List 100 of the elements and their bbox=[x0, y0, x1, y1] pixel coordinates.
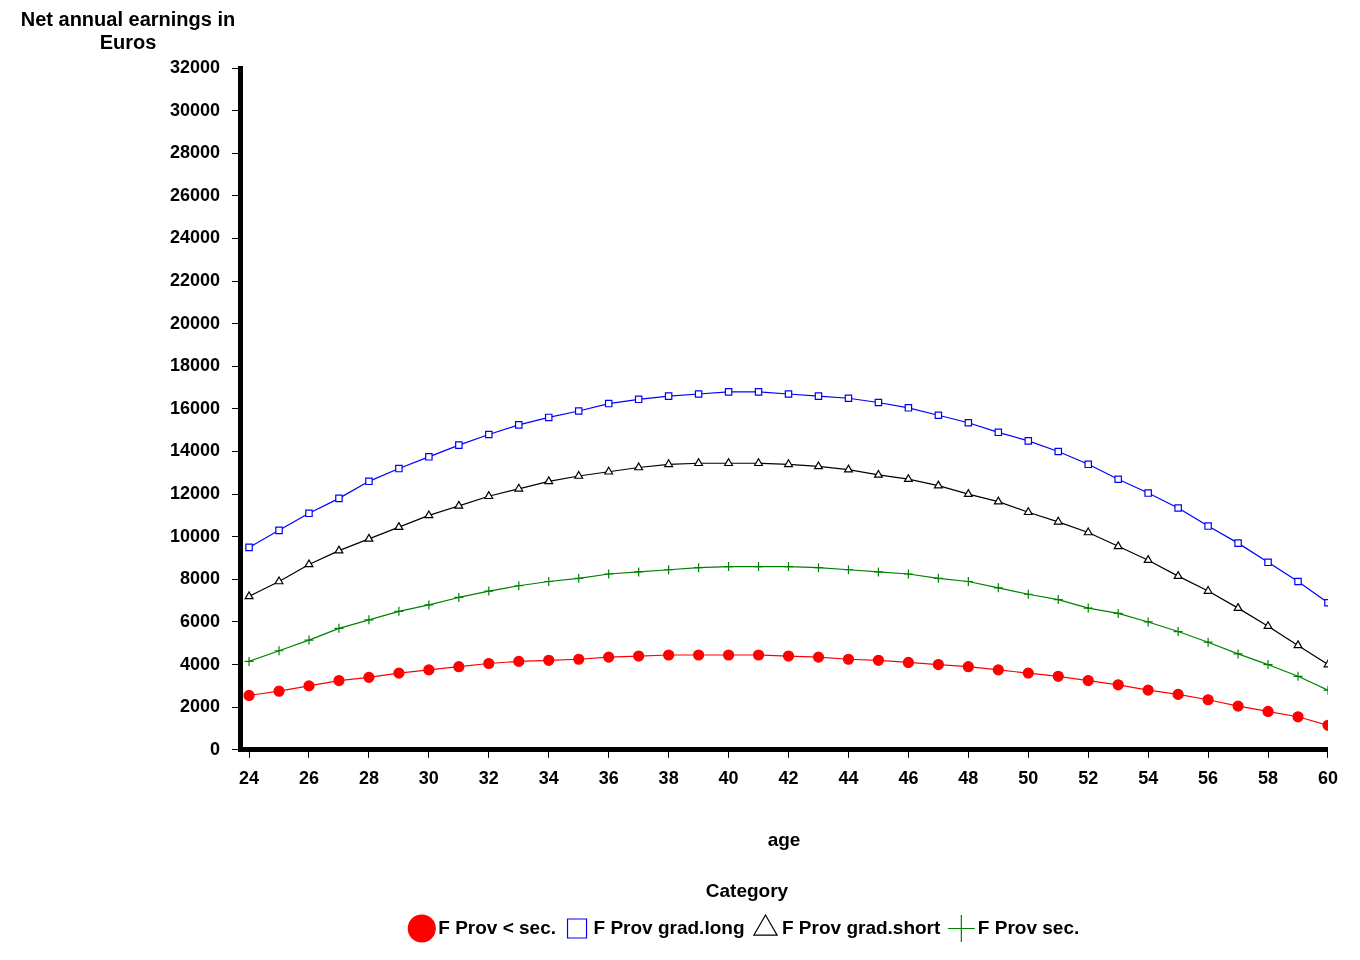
point bbox=[245, 543, 253, 552]
point bbox=[663, 649, 675, 661]
point bbox=[962, 661, 974, 673]
point bbox=[1232, 648, 1244, 660]
point bbox=[364, 533, 374, 542]
point bbox=[1293, 640, 1303, 649]
point bbox=[634, 395, 643, 404]
point bbox=[724, 458, 734, 467]
point bbox=[784, 390, 793, 398]
point bbox=[873, 566, 884, 577]
point bbox=[1114, 475, 1122, 483]
point bbox=[1144, 489, 1152, 497]
x-tick-label: 32 bbox=[478, 767, 499, 788]
point bbox=[694, 458, 704, 467]
point bbox=[1143, 616, 1154, 628]
point bbox=[513, 655, 525, 667]
point bbox=[483, 585, 494, 597]
x-tick-label: 28 bbox=[358, 767, 379, 788]
point bbox=[574, 407, 583, 415]
point bbox=[903, 474, 913, 483]
point bbox=[752, 649, 765, 661]
x-axis-title: age bbox=[767, 829, 801, 851]
y-tick-label: 12000 bbox=[169, 483, 221, 504]
point bbox=[334, 545, 344, 554]
point bbox=[1294, 577, 1302, 586]
point bbox=[1054, 447, 1063, 456]
y-tick-label: 2000 bbox=[180, 696, 221, 717]
point bbox=[275, 526, 283, 535]
point bbox=[754, 458, 764, 467]
point bbox=[1113, 541, 1123, 550]
point bbox=[573, 653, 585, 665]
point bbox=[1083, 603, 1094, 614]
point bbox=[1022, 667, 1034, 679]
point bbox=[333, 623, 345, 634]
point bbox=[483, 657, 495, 670]
point bbox=[1263, 621, 1273, 630]
point bbox=[485, 430, 493, 439]
point bbox=[1024, 437, 1033, 445]
y-tick-label: 6000 bbox=[180, 610, 221, 631]
point bbox=[273, 685, 285, 697]
x-tick-label: 48 bbox=[958, 767, 979, 788]
point bbox=[1262, 659, 1274, 670]
point bbox=[1052, 670, 1064, 682]
point bbox=[243, 689, 255, 702]
legend-label: F Prov sec. bbox=[977, 916, 1080, 938]
point bbox=[902, 656, 914, 669]
point bbox=[1203, 637, 1214, 648]
point bbox=[1172, 688, 1184, 700]
point bbox=[335, 494, 343, 503]
point bbox=[393, 606, 404, 617]
legend-label: F Prov grad.short bbox=[781, 916, 942, 938]
point bbox=[393, 667, 405, 679]
y-tick-label: 32000 bbox=[169, 56, 221, 77]
point bbox=[1234, 539, 1242, 547]
point bbox=[604, 466, 614, 475]
point bbox=[633, 566, 644, 577]
point bbox=[454, 500, 464, 509]
point bbox=[842, 653, 855, 665]
point bbox=[1142, 684, 1154, 696]
point bbox=[1083, 527, 1093, 536]
point bbox=[423, 664, 435, 676]
x-tick-label: 44 bbox=[838, 767, 859, 788]
point bbox=[872, 654, 885, 666]
y-tick-label: 22000 bbox=[169, 270, 221, 291]
point bbox=[305, 509, 313, 518]
point bbox=[1292, 671, 1304, 682]
y-tick-label: 28000 bbox=[169, 142, 221, 163]
legend-label: F Prov < sec. bbox=[438, 916, 557, 938]
x-tick-label: 36 bbox=[598, 767, 619, 788]
y-tick-label: 24000 bbox=[169, 227, 221, 248]
y-tick-label: 30000 bbox=[169, 99, 221, 120]
point bbox=[1023, 507, 1033, 516]
y-axis-title: Net annual earnings in Euros bbox=[19, 8, 237, 54]
point bbox=[1143, 555, 1153, 564]
point bbox=[812, 651, 825, 663]
point bbox=[1232, 700, 1244, 712]
point bbox=[813, 461, 823, 470]
x-tick-label: 34 bbox=[538, 767, 559, 788]
point bbox=[303, 634, 315, 646]
y-tick-label: 26000 bbox=[169, 184, 221, 205]
point bbox=[424, 510, 434, 519]
point bbox=[1202, 694, 1214, 706]
point bbox=[604, 399, 613, 408]
x-tick-label: 58 bbox=[1258, 767, 1279, 788]
point bbox=[994, 428, 1003, 437]
point bbox=[993, 496, 1003, 505]
y-tick-label: 10000 bbox=[169, 525, 221, 546]
point bbox=[933, 480, 943, 489]
legend-label: F Prov grad.long bbox=[593, 916, 745, 938]
point bbox=[363, 671, 375, 683]
point bbox=[455, 441, 463, 449]
point bbox=[964, 418, 973, 427]
point bbox=[484, 491, 494, 500]
point bbox=[1262, 705, 1274, 718]
x-tick-label: 40 bbox=[718, 767, 739, 788]
point bbox=[1233, 603, 1243, 611]
point bbox=[274, 576, 284, 585]
x-tick-label: 54 bbox=[1138, 767, 1159, 788]
y-tick-label: 8000 bbox=[180, 568, 221, 589]
point bbox=[963, 489, 973, 497]
